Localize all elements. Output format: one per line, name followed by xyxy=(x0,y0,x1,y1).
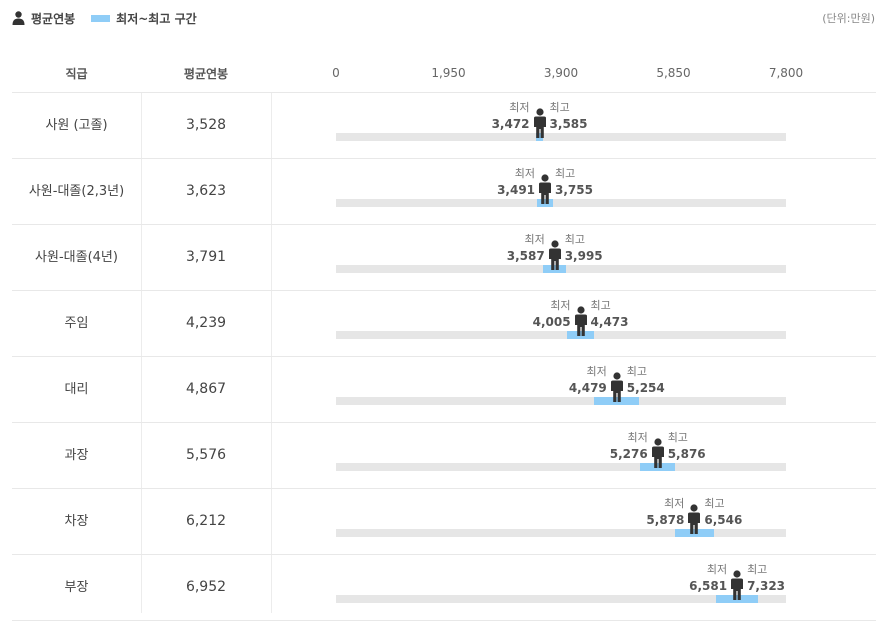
max-value: 4,473 xyxy=(590,315,629,329)
table-row: 사원 (고졸) 3,528 최저 3,472 최고 3,585 xyxy=(12,92,876,158)
table-row: 주임 4,239 최저 4,005 최고 4,473 xyxy=(12,290,876,356)
avg-salary-cell: 3,791 xyxy=(185,249,227,265)
avg-salary-cell: 5,576 xyxy=(185,447,227,463)
min-label: 최저 xyxy=(509,101,530,114)
legend-avg-label: 평균연봉 xyxy=(31,11,76,26)
avg-person-icon xyxy=(547,240,563,270)
salary-range-bar xyxy=(715,595,759,603)
avg-person-icon xyxy=(532,108,548,138)
min-value: 5,878 xyxy=(646,513,685,527)
avg-salary-cell: 3,528 xyxy=(185,117,227,133)
rank-cell: 사원 (고졸) xyxy=(45,118,108,133)
avg-person-icon xyxy=(650,438,666,468)
table-row: 부장 6,952 최저 6,581 최고 7,323 xyxy=(12,554,876,621)
salary-range-bar xyxy=(567,331,595,339)
max-label: 최고 xyxy=(667,431,688,444)
table-row: 사원-대졸(2,3년) 3,623 최저 3,491 최고 3,755 xyxy=(12,158,876,224)
max-label: 최고 xyxy=(555,167,576,180)
max-value: 6,546 xyxy=(704,513,743,527)
min-label: 최저 xyxy=(524,233,545,246)
salary-range-bar xyxy=(675,529,714,537)
max-value: 5,254 xyxy=(626,381,665,395)
range-track xyxy=(336,463,786,471)
rank-cell: 주임 xyxy=(64,316,89,331)
max-value: 3,585 xyxy=(549,117,588,131)
max-value: 3,995 xyxy=(564,249,603,263)
unit-label: (단위:만원) xyxy=(822,12,875,25)
min-value: 4,005 xyxy=(532,315,571,329)
max-value: 7,323 xyxy=(747,579,786,593)
x-tick-label: 7,800 xyxy=(768,66,804,80)
header-avg: 평균연봉 xyxy=(183,67,229,81)
salary-table: 사원 (고졸) 3,528 최저 3,472 최고 3,585 사원-대졸(2,3년) 3,6… xyxy=(12,92,876,621)
avg-salary-cell: 4,867 xyxy=(185,381,227,397)
avg-person-icon xyxy=(573,306,589,336)
salary-range-bar xyxy=(640,463,675,471)
rank-cell: 부장 xyxy=(64,580,89,595)
table-row: 대리 4,867 최저 4,479 최고 5,254 xyxy=(12,356,876,422)
range-track xyxy=(336,133,786,141)
min-label: 최저 xyxy=(514,167,536,180)
range-track xyxy=(336,397,786,405)
min-label: 최저 xyxy=(664,497,685,510)
x-tick-label: 1,950 xyxy=(431,66,466,80)
avg-salary-cell: 4,239 xyxy=(185,315,227,331)
max-value: 5,876 xyxy=(667,447,706,461)
avg-person-icon xyxy=(729,570,745,600)
legend: 평균연봉 최저~최고 구간 xyxy=(12,9,197,27)
range-track xyxy=(336,529,786,537)
avg-salary-cell: 6,212 xyxy=(185,513,227,529)
min-value: 3,472 xyxy=(491,117,530,131)
min-label: 최저 xyxy=(550,299,571,312)
x-tick-label: 0 xyxy=(332,66,340,80)
legend-range-label: 최저~최고 구간 xyxy=(116,11,197,26)
avg-salary-cell: 6,952 xyxy=(185,579,227,595)
max-label: 최고 xyxy=(549,101,570,114)
range-track xyxy=(336,595,786,603)
max-value: 3,755 xyxy=(555,183,593,197)
min-value: 6,581 xyxy=(689,579,728,593)
max-label: 최고 xyxy=(704,497,725,510)
x-tick-label: 5,850 xyxy=(656,66,691,80)
avg-person-icon xyxy=(537,174,553,204)
rank-cell: 과장 xyxy=(64,448,89,463)
legend-range-swatch xyxy=(91,14,111,22)
rank-cell: 사원-대졸(4년) xyxy=(35,250,118,265)
table-row: 과장 5,576 최저 5,276 최고 5,876 xyxy=(12,422,876,488)
avg-salary-cell: 3,623 xyxy=(185,183,227,199)
rank-cell: 사원-대졸(2,3년) xyxy=(28,184,125,199)
max-label: 최고 xyxy=(626,365,648,378)
salary-range-bar xyxy=(542,265,567,273)
column-divider xyxy=(271,92,272,613)
max-label: 최고 xyxy=(564,233,585,246)
x-tick-label: 3,900 xyxy=(543,66,579,80)
min-value: 3,587 xyxy=(506,249,545,263)
rank-cell: 대리 xyxy=(64,382,89,397)
min-label: 최저 xyxy=(706,563,728,576)
min-value: 4,479 xyxy=(568,381,607,395)
avg-person-icon xyxy=(686,504,702,534)
range-track xyxy=(336,199,786,207)
min-value: 3,491 xyxy=(497,183,536,197)
column-divider xyxy=(141,92,142,613)
table-row: 사원-대졸(4년) 3,791 최저 3,587 최고 3,995 xyxy=(12,224,876,290)
person-icon xyxy=(12,11,25,25)
min-label: 최저 xyxy=(586,365,607,378)
rank-cell: 차장 xyxy=(64,514,89,529)
header-rank: 직급 xyxy=(65,67,88,81)
salary-range-bar xyxy=(537,199,553,207)
table-row: 차장 6,212 최저 5,878 최고 6,546 xyxy=(12,488,876,554)
min-value: 5,276 xyxy=(609,447,648,461)
avg-person-icon xyxy=(609,372,625,402)
range-track xyxy=(336,331,786,339)
max-label: 최고 xyxy=(747,563,768,576)
salary-range-bar xyxy=(594,397,640,405)
salary-range-bar xyxy=(536,133,543,141)
min-label: 최저 xyxy=(627,431,648,444)
max-label: 최고 xyxy=(590,299,611,312)
